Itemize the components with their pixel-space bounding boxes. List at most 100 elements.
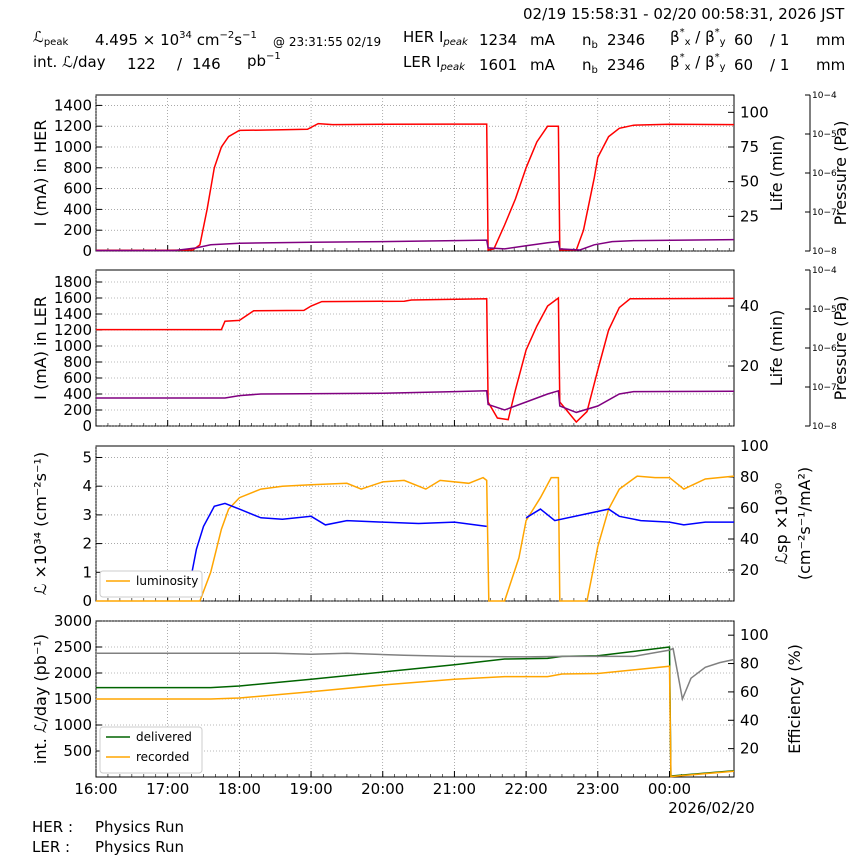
series-line-1-0 bbox=[96, 296, 735, 424]
ler-beta-x-sub: x bbox=[684, 62, 691, 73]
y-tick-label: 1500 bbox=[54, 690, 92, 708]
ler-nb-label-sub: b bbox=[591, 65, 598, 76]
y2-tick-label: 80 bbox=[740, 655, 759, 673]
lpeak-exp: 34 bbox=[179, 30, 192, 41]
her-ipeak-value: 1234 bbox=[479, 31, 518, 49]
intl-label-text: int. bbox=[33, 53, 58, 71]
intl-label-day: /day bbox=[72, 53, 106, 71]
y-axis-label: ℒ ×10³⁴ (cm⁻²s⁻¹) bbox=[31, 452, 50, 595]
y-tick-label: 200 bbox=[63, 401, 92, 419]
y2-tick-label: 100 bbox=[740, 626, 769, 644]
her-nb-label: nb bbox=[582, 31, 598, 51]
lpeak-label: ℒpeak bbox=[33, 28, 69, 48]
series-line-0-0 bbox=[96, 122, 735, 251]
y-tick-label: 1600 bbox=[54, 289, 92, 307]
y-axis-label: int. ℒ/day (pb⁻¹) bbox=[31, 634, 50, 764]
y-tick-label: 1 bbox=[82, 563, 92, 581]
ler-label-sub: peak bbox=[440, 62, 465, 73]
y-tick-label: 2 bbox=[82, 535, 92, 553]
y2-axis-label-units: (cm⁻²s⁻¹/mA²) bbox=[795, 467, 814, 580]
x-tick-label: 22:00 bbox=[504, 780, 547, 798]
y-tick-label: 0 bbox=[82, 592, 92, 610]
legend-box bbox=[99, 570, 203, 598]
legend-box bbox=[99, 726, 203, 774]
time-range: 02/19 15:58:31 - 02/20 00:58:31, 2026 JS… bbox=[523, 5, 845, 23]
y2-tick-label: 100 bbox=[740, 103, 769, 121]
series-line-1-1 bbox=[96, 389, 735, 414]
y-tick-label: 2500 bbox=[54, 638, 92, 656]
x-tick-label: 21:00 bbox=[433, 780, 476, 798]
series-line-2-0 bbox=[96, 475, 735, 602]
y-tick-label: 600 bbox=[63, 180, 92, 198]
her-beta-symbol-2: β bbox=[705, 28, 715, 46]
her-nb-label-sub: b bbox=[591, 40, 598, 51]
y2-axis-label: ℒsp ×10³⁰ bbox=[772, 483, 791, 565]
her-nb-label-text: n bbox=[582, 31, 592, 49]
y2-tick-label: 80 bbox=[740, 468, 759, 486]
x-tick-label: 16:00 bbox=[74, 780, 117, 798]
ler-beta-x-value: 60 bbox=[734, 56, 754, 74]
ler-ipeak-value: 1601 bbox=[479, 56, 518, 74]
y-tick-label: 0 bbox=[82, 417, 92, 435]
intl-sep: / bbox=[177, 55, 183, 73]
y2-axis-label: Efficiency (%) bbox=[785, 644, 804, 754]
footer-her-status: Physics Run bbox=[95, 818, 185, 836]
y2-tick-label: 60 bbox=[740, 683, 759, 701]
lpeak-time: @ 23:31:55 02/19 bbox=[273, 35, 382, 49]
panel-frame-1 bbox=[95, 269, 735, 427]
x-date-label: 2026/02/20 bbox=[668, 799, 754, 817]
pressure-tick-label: 10−7 bbox=[812, 208, 837, 218]
legend-label: luminosity bbox=[136, 574, 198, 588]
y2-tick-label: 40 bbox=[740, 530, 759, 548]
her-ipeak-unit: mA bbox=[530, 31, 555, 49]
y2-axis-label: Life (min) bbox=[767, 135, 786, 212]
y-tick-label: 0 bbox=[82, 242, 92, 260]
her-nb-value: 2346 bbox=[607, 31, 646, 49]
intl-unit-text: pb bbox=[247, 52, 267, 70]
y-tick-label: 1200 bbox=[54, 117, 92, 135]
series-line-3-1 bbox=[96, 665, 735, 778]
y-tick-label: 500 bbox=[63, 742, 92, 760]
y-tick-label: 200 bbox=[63, 221, 92, 239]
pressure-tick-label: 10−6 bbox=[812, 344, 837, 354]
y2-tick-label: 20 bbox=[740, 561, 759, 579]
y-tick-label: 5 bbox=[82, 448, 92, 466]
series-line-2-2 bbox=[525, 508, 734, 526]
footer-her-label: HER : bbox=[32, 818, 74, 836]
pressure-tick-label: 10−4 bbox=[812, 266, 837, 276]
pressure-tick-label: 10−6 bbox=[812, 169, 837, 179]
footer-ler-label: LER : bbox=[32, 838, 71, 856]
series-line-3-0 bbox=[96, 646, 735, 777]
series-line-2-1 bbox=[188, 502, 487, 587]
y-tick-label: 800 bbox=[63, 159, 92, 177]
y-tick-label: 1400 bbox=[54, 305, 92, 323]
intl-unit: pb−1 bbox=[247, 51, 281, 70]
x-tick-label: 23:00 bbox=[576, 780, 619, 798]
her-beta-x-sub: x bbox=[684, 37, 691, 48]
intl-value2: 146 bbox=[192, 55, 221, 73]
ler-ipeak-label: LER Ipeak bbox=[403, 53, 465, 73]
pressure-tick-label: 10−5 bbox=[812, 305, 837, 315]
y-tick-label: 1000 bbox=[54, 337, 92, 355]
her-beta-y-value: / 1 bbox=[770, 31, 790, 49]
y-tick-label: 1800 bbox=[54, 273, 92, 291]
pressure-tick-label: 10−5 bbox=[812, 130, 837, 140]
legend-label: delivered bbox=[136, 730, 192, 744]
ler-nb-value: 2346 bbox=[607, 56, 646, 74]
ler-beta-symbol-2: β bbox=[705, 53, 715, 71]
y2-axis-label: Life (min) bbox=[767, 310, 786, 387]
ler-beta-unit: mm bbox=[816, 56, 846, 74]
y-axis-label: I (mA) in LER bbox=[31, 296, 50, 400]
panel-frame-0 bbox=[95, 94, 735, 252]
pressure-tick-label: 10−7 bbox=[812, 383, 837, 393]
her-beta-x-value: 60 bbox=[734, 31, 754, 49]
series-line-3-2 bbox=[96, 647, 735, 702]
y2-tick-label: 75 bbox=[740, 138, 759, 156]
ler-nb-label-text: n bbox=[582, 56, 592, 74]
y3-axis-label: Pressure (Pa) bbox=[831, 296, 850, 401]
series-line-0-1 bbox=[96, 238, 735, 252]
y-tick-label: 1200 bbox=[54, 321, 92, 339]
y2-tick-label: 40 bbox=[740, 711, 759, 729]
her-beta-unit: mm bbox=[816, 31, 846, 49]
